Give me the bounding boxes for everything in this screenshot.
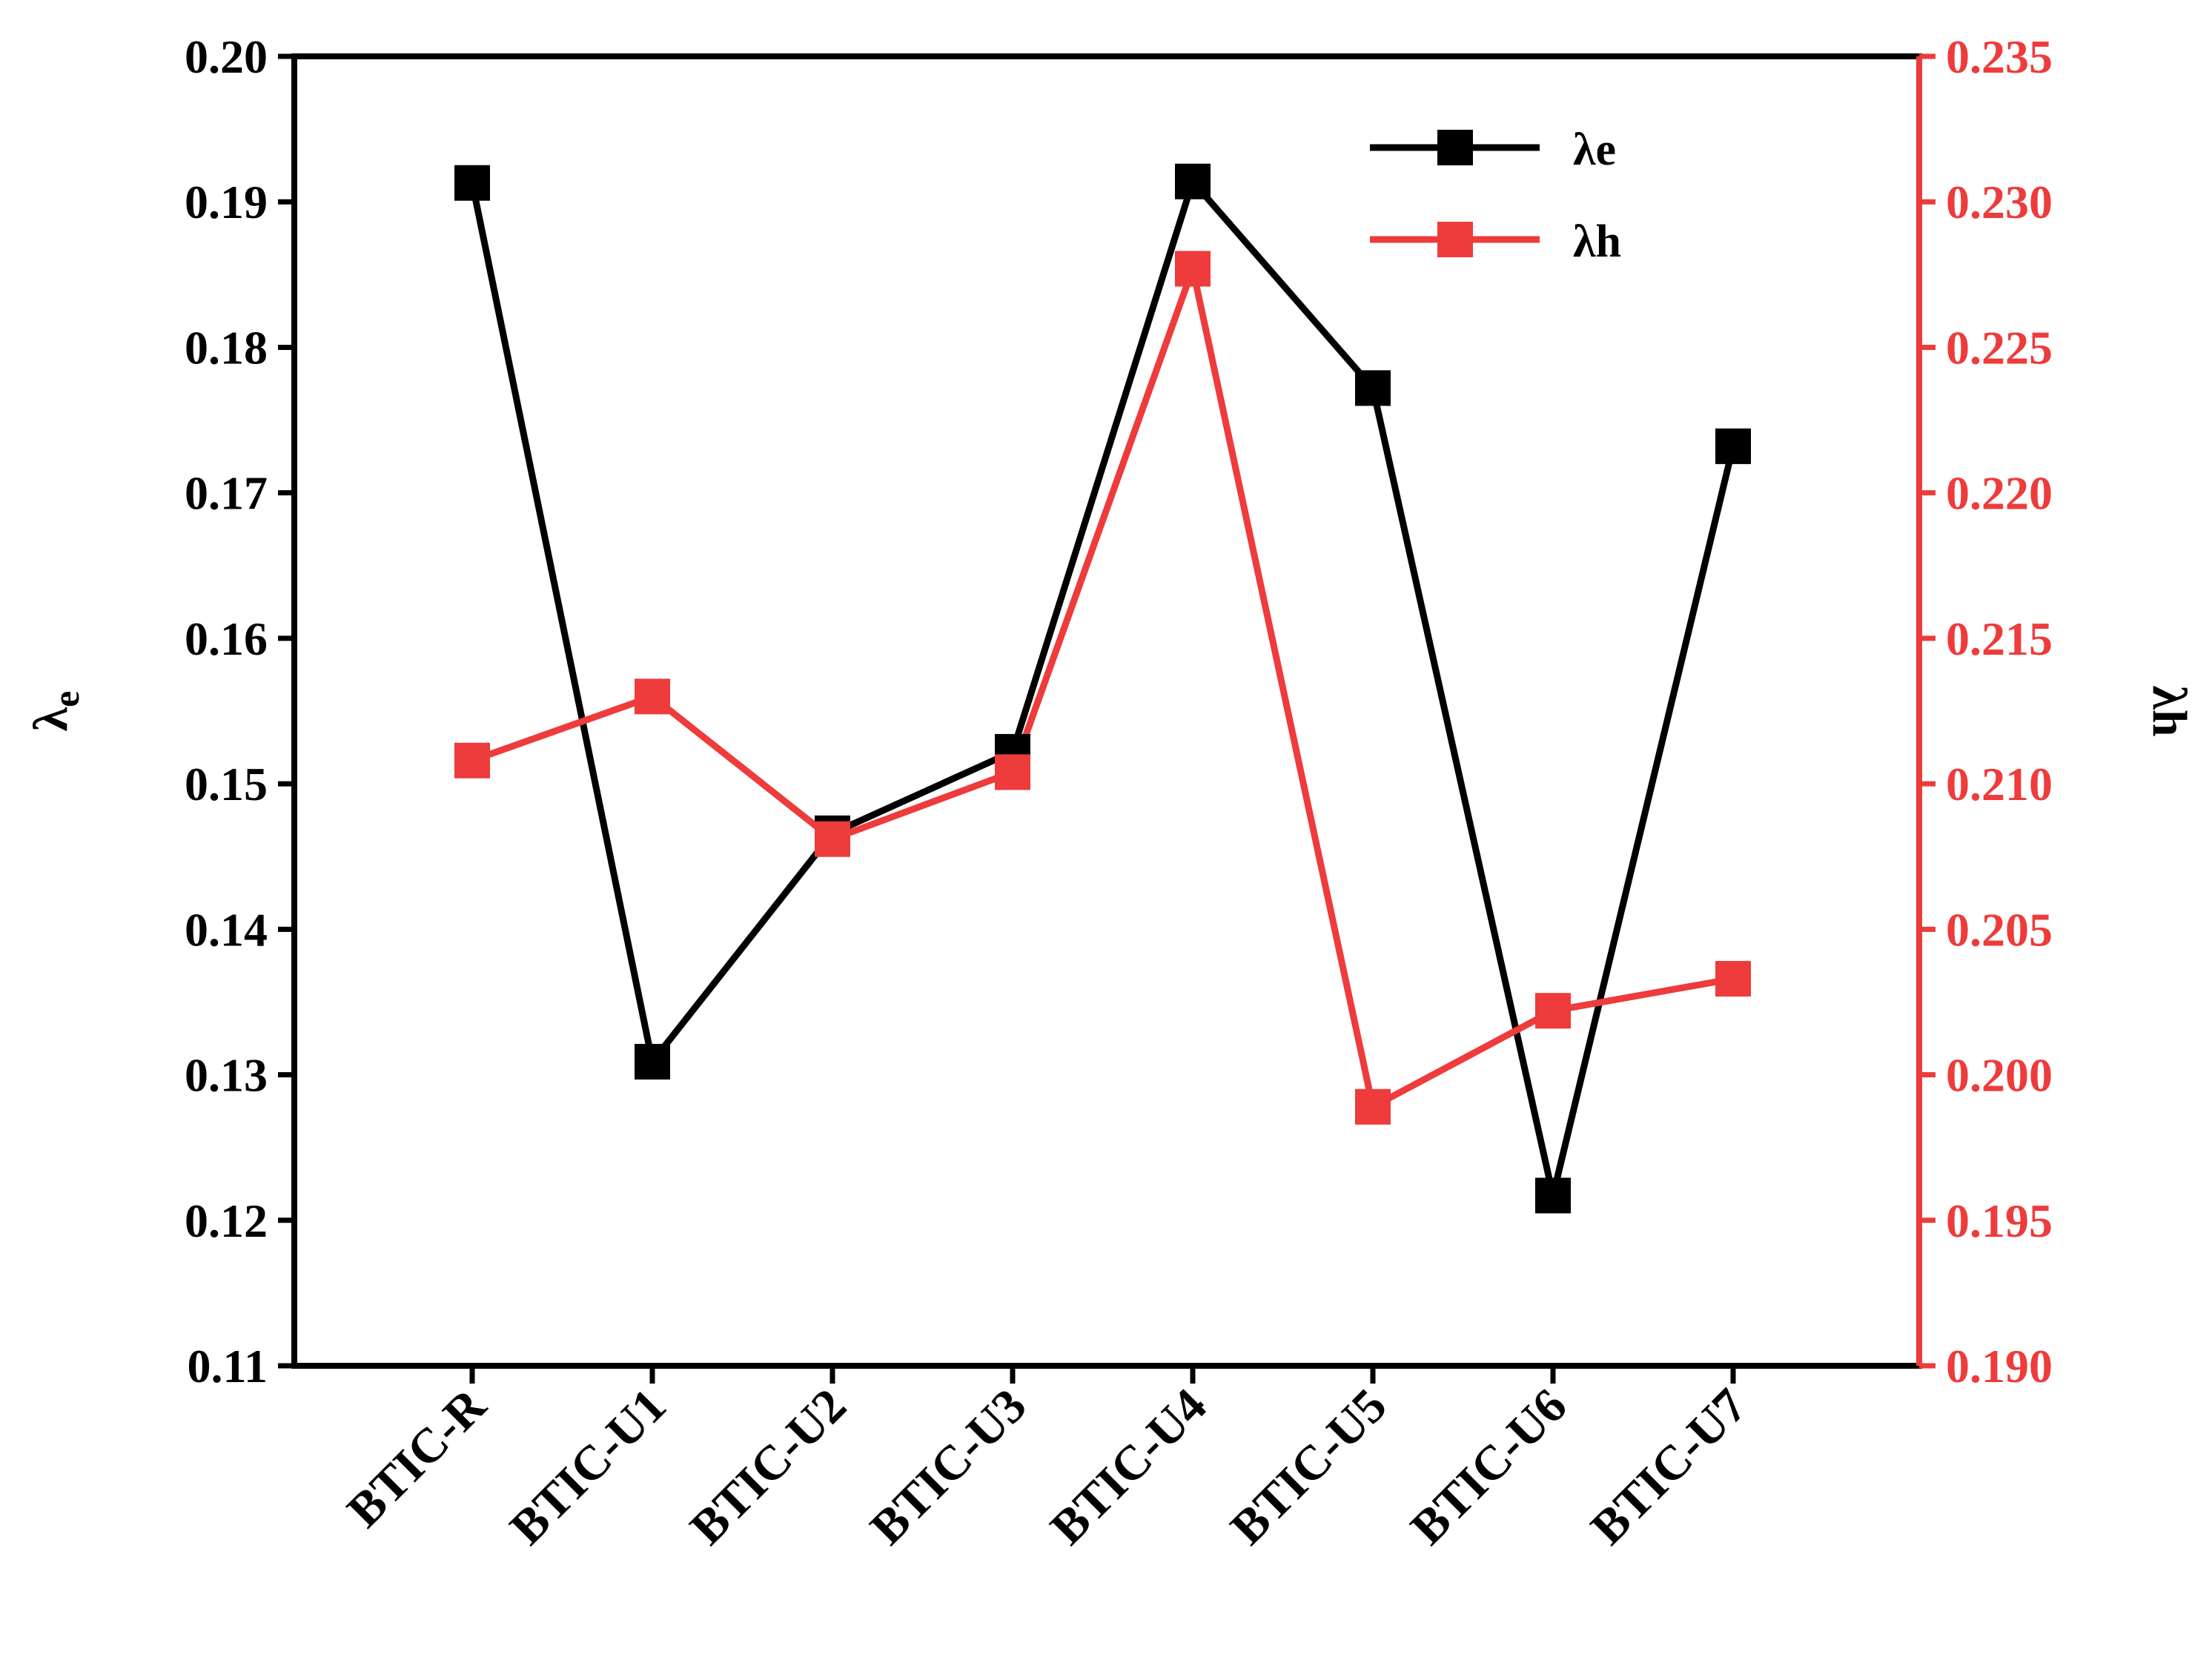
series-line-lambda-h [471, 265, 1734, 1111]
x-axis-tick-label: BTIC-U4 [1040, 1378, 1216, 1555]
data-point-lambda-e [1535, 1177, 1571, 1214]
right-axis-title: λh [2142, 685, 2196, 736]
plot-frame [291, 53, 1922, 1369]
right-axis-ticks: 0.190 0.195 0.200 0.205 0.210 0.215 0.220 0.225… [1919, 30, 2053, 1392]
right-axis-tick-label: 0.230 [1946, 176, 2053, 228]
x-axis-tick-label: BTIC-U7 [1580, 1378, 1757, 1555]
data-point-lambda-e [1355, 370, 1391, 406]
data-point-lambda-h [635, 678, 670, 715]
legend: λe λh [1370, 125, 1621, 267]
right-axis-tick-label: 0.225 [1946, 321, 2053, 374]
left-axis-ticks: 0.11 0.12 0.13 0.14 0.15 0.16 0.17 0.18 0.19 0.20 [185, 30, 294, 1392]
left-axis-tick-label: 0.14 [185, 903, 268, 956]
x-axis-tick-label: BTIC-U2 [680, 1378, 856, 1555]
right-axis-tick-label: 0.205 [1946, 903, 2053, 956]
left-axis-tick-label: 0.20 [185, 30, 268, 83]
x-axis-tick-label: BTIC-U6 [1400, 1378, 1577, 1555]
x-axis-tick-label: BTIC-U5 [1220, 1378, 1397, 1555]
left-axis-tick-label: 0.12 [185, 1194, 268, 1247]
data-point-lambda-h [1175, 251, 1211, 287]
right-axis-tick-label: 0.200 [1946, 1049, 2053, 1102]
left-axis-tick-label: 0.16 [185, 612, 268, 665]
left-axis-tick-label: 0.15 [185, 758, 268, 810]
data-point-lambda-h [1535, 993, 1571, 1029]
left-axis-tick-label: 0.13 [185, 1049, 268, 1102]
data-point-lambda-e [1715, 428, 1751, 464]
left-axis-tick-label: 0.19 [185, 176, 268, 228]
legend-marker-lambda-e [1437, 130, 1473, 165]
x-axis-ticks: BTIC-R BTIC-U1 BTIC-U2 BTIC-U3 BTIC-U4 BTIC-U… [337, 1366, 1758, 1555]
data-point-lambda-e [454, 165, 490, 201]
data-point-lambda-h [1355, 1088, 1391, 1125]
legend-label-lambda-e: λe [1573, 125, 1616, 175]
right-axis-tick-label: 0.220 [1946, 467, 2053, 520]
data-point-lambda-h [815, 821, 850, 857]
series-line-lambda-e [468, 178, 1737, 1199]
legend-marker-lambda-h [1437, 222, 1473, 257]
data-point-lambda-e [1175, 163, 1211, 199]
right-axis-tick-label: 0.190 [1946, 1340, 2053, 1392]
left-axis-tick-label: 0.18 [185, 321, 268, 374]
data-point-lambda-h [995, 754, 1030, 790]
left-axis-title-main: λ [24, 707, 78, 731]
x-axis-tick-label: BTIC-R [337, 1378, 497, 1538]
x-axis-tick-label: BTIC-U1 [500, 1378, 676, 1555]
right-axis-tick-label: 0.210 [1946, 758, 2053, 810]
legend-label-lambda-h: λh [1573, 217, 1621, 267]
left-axis-title: λe [24, 691, 87, 732]
left-axis-tick-label: 0.11 [188, 1340, 268, 1392]
right-axis-tick-label: 0.235 [1946, 30, 2053, 83]
data-point-lambda-h [1715, 961, 1751, 997]
right-axis-tick-label: 0.195 [1946, 1194, 2053, 1247]
left-axis-title-sub: e [45, 691, 87, 707]
data-point-lambda-h [454, 742, 490, 779]
data-point-lambda-e [635, 1043, 670, 1080]
left-axis-tick-label: 0.17 [185, 467, 268, 520]
x-axis-tick-label: BTIC-U3 [860, 1378, 1036, 1555]
series-layer [454, 163, 1751, 1214]
right-axis-tick-label: 0.215 [1946, 612, 2053, 665]
